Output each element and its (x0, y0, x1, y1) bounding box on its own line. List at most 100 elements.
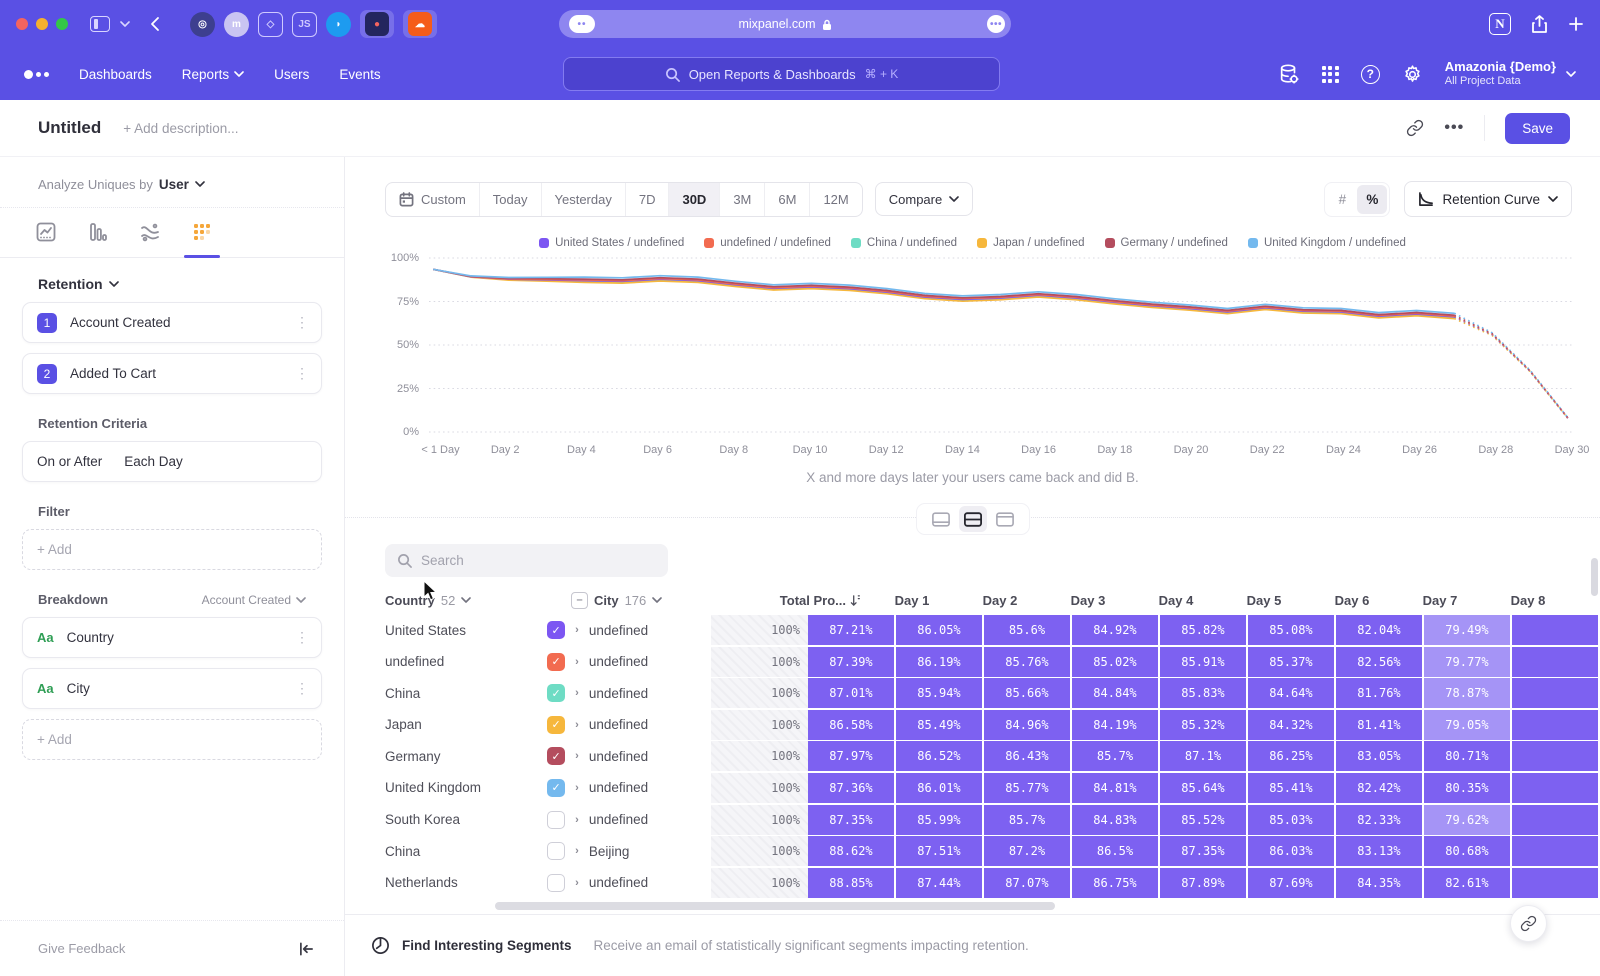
retention-value-cell[interactable]: 80.68% (1424, 836, 1510, 866)
filter-add-button[interactable]: + Add (22, 529, 322, 570)
city-cell[interactable]: undefined (589, 686, 648, 701)
row-checkbox-checked[interactable]: ✓ (547, 684, 565, 702)
add-description[interactable]: + Add description... (123, 121, 238, 136)
retention-value-cell[interactable]: 85.77% (984, 773, 1070, 803)
give-feedback-link[interactable]: Give Feedback (38, 941, 125, 956)
expand-row-icon[interactable]: › (575, 845, 579, 857)
day-column-header[interactable]: Day 8 (1485, 593, 1571, 608)
retention-value-cell[interactable]: 87.07% (984, 868, 1070, 898)
segments-title[interactable]: Find Interesting Segments (402, 938, 572, 953)
retention-value-cell[interactable]: 85.7% (984, 805, 1070, 835)
expand-row-icon[interactable]: › (575, 750, 579, 762)
retention-value-cell[interactable]: 79.62% (1424, 805, 1510, 835)
city-cell[interactable]: undefined (589, 654, 648, 669)
split-view-icon[interactable] (959, 506, 987, 532)
retention-value-cell[interactable]: 87.2% (984, 836, 1070, 866)
extension-icon[interactable]: •• (569, 15, 595, 33)
day-column-header[interactable]: Day 5 (1221, 593, 1307, 608)
retention-value-cell[interactable]: 88.85% (808, 868, 894, 898)
retention-value-cell[interactable]: 85.41% (1248, 773, 1334, 803)
retention-value-cell[interactable]: 84.19% (1072, 710, 1158, 740)
retention-value-cell[interactable]: 84.84% (1072, 678, 1158, 708)
legend-item[interactable]: undefined / undefined (704, 237, 831, 249)
report-title[interactable]: Untitled (38, 118, 101, 138)
legend-item[interactable]: Japan / undefined (977, 237, 1084, 249)
retention-value-cell[interactable]: 84.81% (1072, 773, 1158, 803)
nav-item-users[interactable]: Users (274, 67, 309, 82)
country-cell[interactable]: Netherlands (385, 868, 547, 898)
country-cell[interactable]: undefined (385, 647, 547, 677)
series-line-projected[interactable] (1454, 313, 1567, 417)
notion-icon[interactable]: N (1489, 13, 1511, 35)
criteria-each-day[interactable]: Each Day (124, 454, 183, 469)
retention-value-cell[interactable]: 79.77% (1424, 647, 1510, 677)
retention-value-cell[interactable]: 83.13% (1336, 836, 1422, 866)
share-icon[interactable] (1531, 15, 1548, 34)
retention-value-cell[interactable]: 85.37% (1248, 647, 1334, 677)
retention-value-cell[interactable]: 86.58% (808, 710, 894, 740)
legend-item[interactable]: United States / undefined (539, 237, 684, 249)
range-today[interactable]: Today (479, 183, 541, 216)
city-cell[interactable]: undefined (589, 875, 648, 890)
minimize-window-button[interactable] (36, 18, 48, 30)
copy-link-icon[interactable] (1406, 119, 1424, 137)
js-favicon[interactable]: JS (292, 12, 317, 37)
flows-tab[interactable] (134, 220, 166, 257)
row-checkbox-checked[interactable]: ✓ (547, 747, 565, 765)
format-absolute[interactable]: # (1327, 185, 1357, 214)
retention-value-cell[interactable]: 85.64% (1160, 773, 1246, 803)
series-line-projected[interactable] (1454, 319, 1567, 419)
cloud-favicon[interactable]: ☁ (403, 10, 437, 38)
retention-value-cell[interactable]: 85.02% (1072, 647, 1158, 677)
nav-item-dashboards[interactable]: Dashboards (79, 67, 152, 82)
breakdown-scope-dropdown[interactable]: Account Created (202, 593, 306, 607)
series-line[interactable] (433, 269, 1454, 313)
retention-value-cell[interactable]: 85.83% (1160, 678, 1246, 708)
retention-value-cell[interactable]: 86.5% (1072, 836, 1158, 866)
chart-only-view-icon[interactable] (927, 506, 955, 532)
day-column-header[interactable]: Day 3 (1045, 593, 1131, 608)
retention-step-1[interactable]: 1 Account Created ⋮ (22, 302, 322, 343)
project-switcher[interactable]: Amazonia {Demo} All Project Data (1445, 59, 1576, 89)
chart-type-button[interactable]: Retention Curve (1404, 181, 1572, 217)
retention-value-cell[interactable] (1512, 805, 1598, 835)
red-dot-favicon[interactable]: ● (360, 10, 394, 38)
close-window-button[interactable] (16, 18, 28, 30)
criteria-on-or-after[interactable]: On or After (37, 454, 102, 469)
bird-favicon[interactable]: ◗ (326, 12, 351, 37)
day-column-header[interactable]: Day 4 (1133, 593, 1219, 608)
row-checkbox-checked[interactable]: ✓ (547, 779, 565, 797)
retention-value-cell[interactable]: 85.99% (896, 805, 982, 835)
expand-row-icon[interactable]: › (575, 624, 579, 636)
row-checkbox[interactable] (547, 811, 565, 829)
range-12m[interactable]: 12M (809, 183, 861, 216)
more-actions-icon[interactable]: ••• (1444, 119, 1464, 137)
format-percent[interactable]: % (1357, 185, 1387, 214)
retention-value-cell[interactable]: 82.33% (1336, 805, 1422, 835)
row-checkbox-checked[interactable]: ✓ (547, 653, 565, 671)
back-icon[interactable] (148, 16, 164, 32)
retention-value-cell[interactable]: 80.71% (1424, 741, 1510, 771)
retention-value-cell[interactable]: 85.08% (1248, 615, 1334, 645)
legend-item[interactable]: Germany / undefined (1105, 237, 1228, 249)
retention-value-cell[interactable]: 85.66% (984, 678, 1070, 708)
retention-value-cell[interactable]: 84.32% (1248, 710, 1334, 740)
retention-value-cell[interactable]: 85.82% (1160, 615, 1246, 645)
retention-value-cell[interactable] (1512, 615, 1598, 645)
retention-value-cell[interactable]: 86.75% (1072, 868, 1158, 898)
select-all-checkbox[interactable]: – (571, 592, 588, 609)
analyze-value[interactable]: User (159, 177, 189, 192)
legend-item[interactable]: China / undefined (851, 237, 957, 249)
breakdown-options-icon[interactable]: ⋮ (295, 629, 309, 646)
nav-item-reports[interactable]: Reports (182, 67, 244, 82)
country-column-header[interactable]: Country 52 (385, 593, 571, 608)
settings-gear-icon[interactable] (1402, 64, 1423, 85)
step-options-icon[interactable]: ⋮ (295, 365, 309, 382)
row-checkbox[interactable] (547, 842, 565, 860)
mixpanel-logo[interactable] (24, 70, 49, 79)
row-checkbox-checked[interactable]: ✓ (547, 716, 565, 734)
open-reports-search[interactable]: Open Reports & Dashboards ⌘ + K (563, 57, 1000, 91)
day-column-header[interactable]: Day 1 (869, 593, 955, 608)
apps-grid-icon[interactable] (1322, 66, 1339, 83)
horizontal-scrollbar[interactable] (495, 902, 1055, 910)
